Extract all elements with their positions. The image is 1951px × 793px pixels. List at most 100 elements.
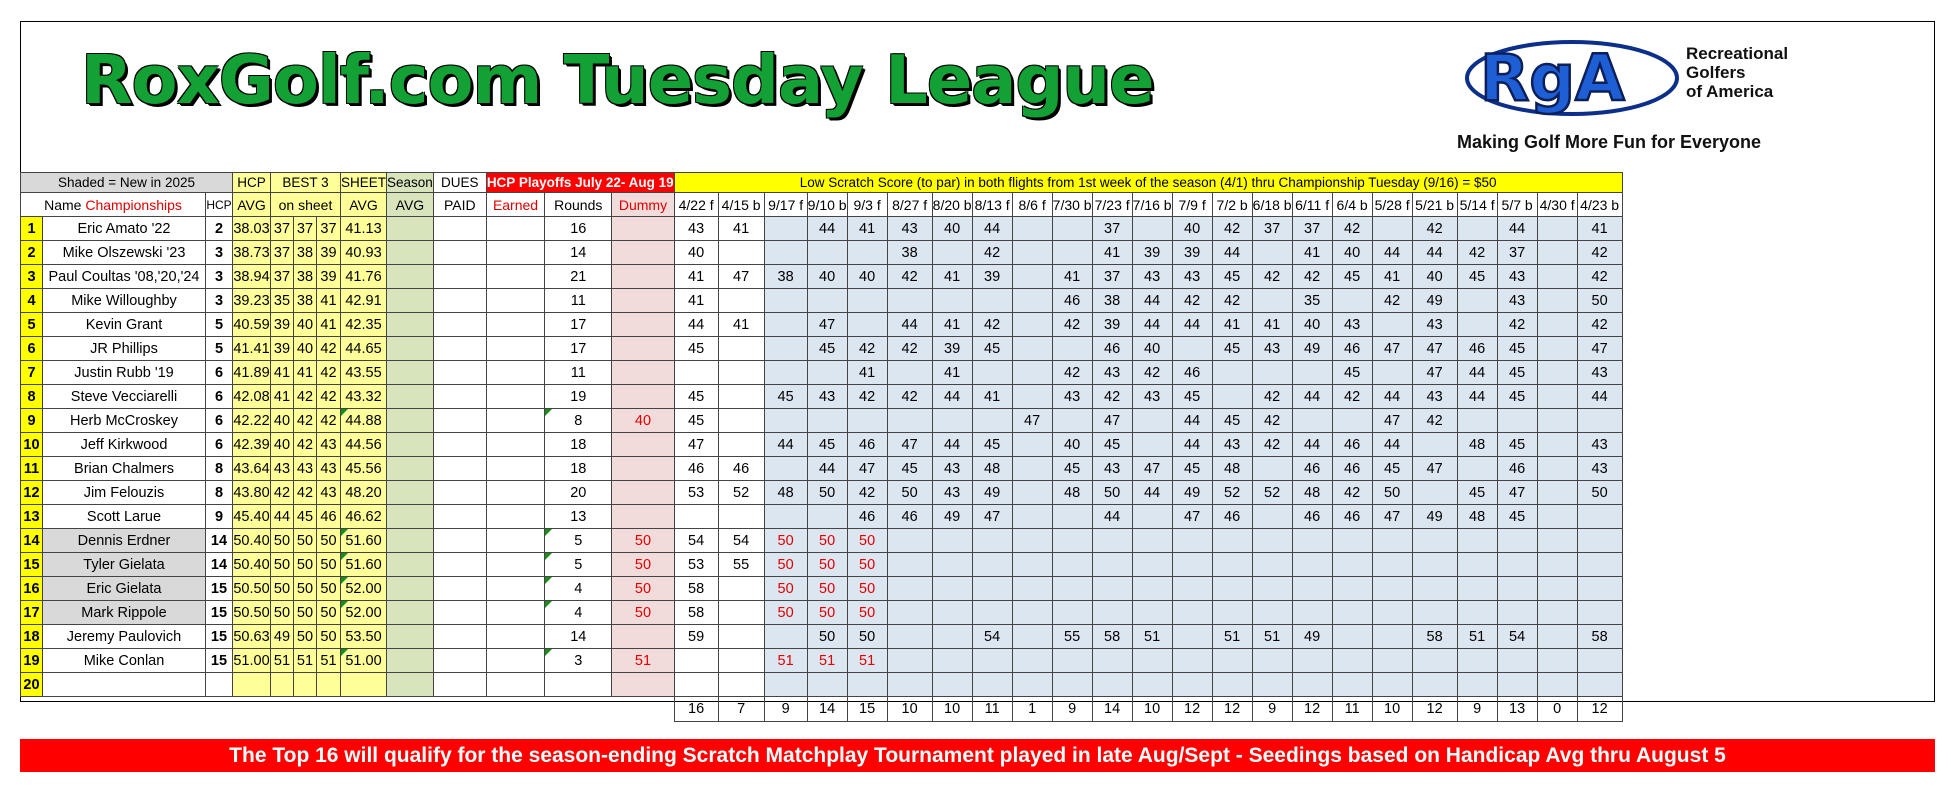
dues-cell [432,504,487,529]
week-total: 14 [806,696,848,722]
score-cell: 41 [717,216,765,241]
score-cell: 43 [1171,264,1213,289]
score-cell: 43 [1331,312,1373,337]
earned-cell [485,408,546,433]
hcp-cell: 6 [205,384,233,409]
earned-cell [485,552,546,577]
score-cell: 45 [1496,336,1538,361]
score-cell: 52 [717,480,765,505]
rounds-header: Rounds [544,192,613,217]
score-cell: 47 [1411,360,1458,385]
hcp-cell [205,672,233,697]
score-cell: 43 [1091,360,1133,385]
score-cell: 49 [931,504,973,529]
score-cell [1291,552,1333,577]
score-cell: 45 [1496,504,1538,529]
week-header: 7/16 b [1131,192,1173,217]
score-cell: 45 [806,432,848,457]
score-cell: 52 [1211,480,1253,505]
week-total: 16 [673,696,719,722]
score-cell [1411,672,1458,697]
week-total: 13 [1496,696,1538,722]
score-cell: 42 [1371,288,1413,313]
hcp-avg-cell: 50.40 [232,552,271,577]
best-score-cell: 49 [270,624,294,649]
score-cell [1051,600,1093,625]
score-cell: 47 [971,504,1013,529]
score-cell [1411,576,1458,601]
score-cell [1496,576,1538,601]
score-cell: 41 [846,216,888,241]
score-cell [1011,312,1053,337]
score-cell: 46 [886,504,933,529]
dummy-cell [611,504,675,529]
score-cell [1331,672,1373,697]
score-cell [673,504,719,529]
score-cell [717,504,765,529]
rounds-cell: 3 [544,648,613,673]
earned-cell [485,264,546,289]
score-cell [1576,600,1623,625]
score-cell: 45 [1496,360,1538,385]
score-cell [1536,312,1578,337]
score-cell [717,600,765,625]
score-cell: 42 [971,312,1013,337]
rounds-cell: 21 [544,264,613,289]
score-cell: 42 [1331,216,1373,241]
score-cell: 45 [971,336,1013,361]
score-cell: 44 [931,384,973,409]
best-score-cell: 38 [293,264,317,289]
score-cell: 58 [1576,624,1623,649]
hcp-avg-header-1: HCP [232,172,271,193]
dues-cell [432,456,487,481]
best-score-cell: 40 [293,312,317,337]
score-cell [1291,408,1333,433]
score-cell [763,336,808,361]
score-cell: 42 [1576,312,1623,337]
season-avg-cell [386,264,434,289]
score-cell [1011,360,1053,385]
score-cell: 41 [673,288,719,313]
player-row: 3 Paul Coultas '08,'20,'24 3 38.94 37 38 39 41.… [20,264,1664,289]
week-total: 9 [1251,696,1293,722]
earned-header: Earned [485,192,546,217]
week-header: 5/14 f [1456,192,1498,217]
dummy-cell [611,336,675,361]
score-cell [1131,504,1173,529]
best-score-cell: 39 [316,240,341,265]
best-score-cell: 50 [316,552,341,577]
dues-cell [432,576,487,601]
player-name: Jeff Kirkwood [42,432,206,457]
score-cell [971,288,1013,313]
score-cell: 44 [1371,432,1413,457]
dummy-cell: 50 [611,528,675,553]
player-name: Mike Olszewski '23 [42,240,206,265]
score-cell: 43 [806,384,848,409]
score-cell: 42 [1171,288,1213,313]
rounds-cell: 5 [544,528,613,553]
best-score-cell: 41 [316,312,341,337]
score-cell [673,672,719,697]
sheet-avg-cell: 46.62 [339,504,388,529]
week-total: 1 [1011,696,1053,722]
score-cell: 50 [806,576,848,601]
rank-cell: 18 [20,624,43,649]
score-cell [763,672,808,697]
week-header: 4/30 f [1536,192,1578,217]
score-cell [1211,384,1253,409]
score-cell [1576,672,1623,697]
score-cell: 40 [1291,312,1333,337]
player-row: 6 JR Phillips 5 41.41 39 40 42 44.65 17 45 45 42 42 3… [20,336,1664,361]
week-header: 8/6 f [1011,192,1053,217]
score-cell: 44 [1291,432,1333,457]
score-cell [806,672,848,697]
score-cell [1171,600,1213,625]
player-name: Brian Chalmers [42,456,206,481]
score-cell: 45 [673,336,719,361]
week-header: 6/11 f [1291,192,1333,217]
hcp-avg-header-2: AVG [232,192,271,217]
score-cell [1371,216,1413,241]
season-avg-cell [386,384,434,409]
score-cell: 40 [1331,240,1373,265]
score-cell [1536,264,1578,289]
